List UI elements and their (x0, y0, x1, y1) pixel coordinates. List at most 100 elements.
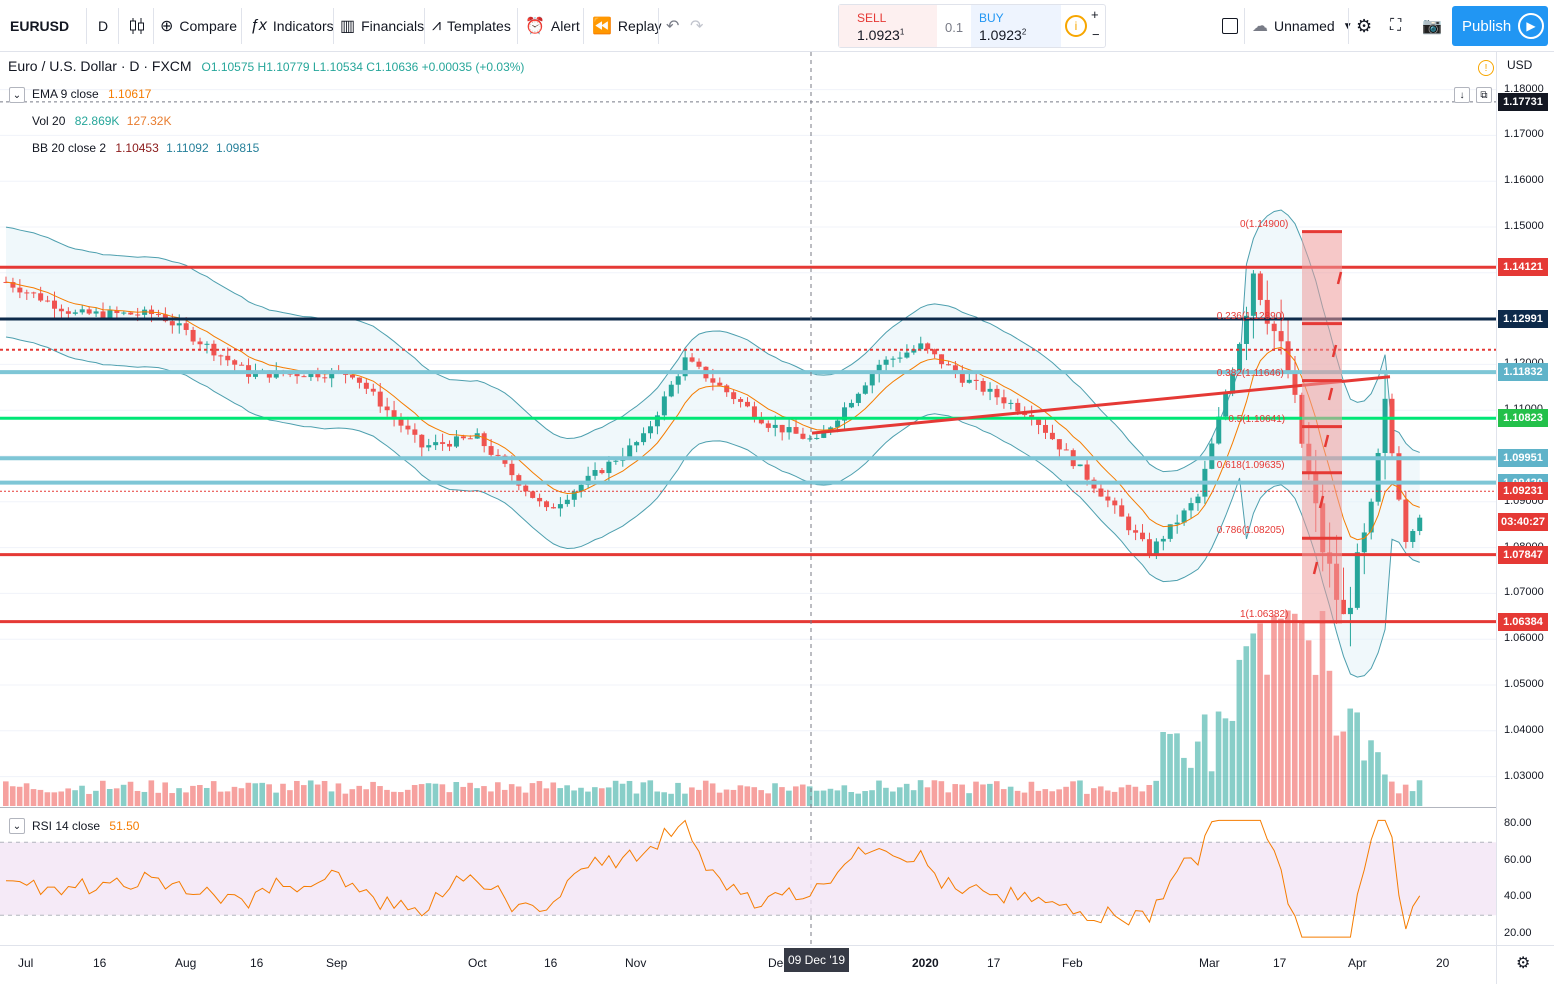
price-chart[interactable] (0, 52, 1554, 984)
time-axis-label: Feb (1062, 956, 1083, 970)
volume-bar (1333, 735, 1340, 806)
fib-level-label: 1(1.06382) (1240, 608, 1289, 620)
candle-body (107, 310, 113, 319)
candle-body (1403, 499, 1409, 542)
candle-body (987, 388, 993, 392)
candle-body (585, 475, 591, 485)
templates-button[interactable]: ⩘ Templates (432, 0, 511, 52)
candle-body (966, 379, 972, 383)
gear-icon[interactable]: ⚙ (1356, 15, 1373, 36)
volume-bar (772, 783, 778, 806)
time-axis-label: Sep (326, 956, 348, 970)
candle-body (495, 454, 501, 456)
replay-button[interactable]: ⏪ Replay (592, 0, 662, 52)
publish-label: Publish (1462, 17, 1512, 35)
scroll-down-icon[interactable]: ↓ (1454, 87, 1470, 103)
currency-label[interactable]: USD (1507, 58, 1533, 72)
symbol-search-button[interactable]: EURUSD (10, 18, 70, 34)
fib-level-label: 0.786(1.08205) (1216, 525, 1285, 537)
candle-body (363, 382, 369, 389)
price-tag: 1.17731 (1498, 92, 1548, 111)
volume-bar (169, 793, 175, 806)
warning-icon[interactable]: ! (1478, 60, 1494, 76)
candle-body (232, 360, 238, 365)
plus-icon[interactable]: + (1091, 7, 1099, 22)
bb-upper-line (5, 209, 1420, 473)
bb-indicator[interactable]: BB 20 close 2 1.10453 1.11092 1.09815 (32, 141, 260, 155)
buy-button[interactable]: BUY 1.09232 (971, 5, 1061, 47)
volume-bar (280, 783, 286, 806)
volume-bar (245, 782, 252, 806)
volume-bar (578, 787, 584, 806)
rsi-axis-label: 80.00 (1504, 817, 1532, 829)
volume-bar (751, 787, 758, 806)
rsi-axis-label: 20.00 (1504, 926, 1532, 939)
minus-icon[interactable]: − (1092, 27, 1100, 42)
fullscreen-icon[interactable]: ⛶ (1390, 17, 1402, 34)
candle-body (142, 309, 148, 315)
bb-upper: 1.11092 (166, 141, 209, 155)
candle-body (613, 460, 619, 462)
volume-bar (1104, 790, 1111, 806)
undo-icon[interactable]: ↶ (666, 18, 680, 35)
pane-separator (0, 807, 1496, 808)
time-axis-label: Apr (1348, 956, 1367, 970)
volume-bar (806, 786, 813, 806)
volume-bar (467, 782, 473, 806)
volume-bar (1416, 780, 1423, 806)
candle-body (994, 388, 1000, 398)
redo-icon[interactable]: ↷ (690, 18, 704, 35)
candle-body (1257, 273, 1263, 300)
candle-body (855, 393, 861, 403)
volume-bar (564, 785, 570, 806)
volume-bar (890, 791, 896, 806)
candle-body (537, 497, 543, 502)
candle-body (426, 445, 432, 448)
chart-style-icon[interactable] (128, 0, 146, 52)
layout-menu-button[interactable]: ☁ Unnamed ▼ (1252, 0, 1353, 52)
price-axis-label: 1.06000 (1504, 632, 1544, 645)
price-axis-label: 1.04000 (1504, 723, 1544, 736)
volume-bar (460, 786, 466, 806)
collapse-legend-button[interactable]: ⌄ (9, 87, 25, 103)
candle-body (939, 354, 945, 365)
volume-bar (1291, 613, 1298, 806)
candle-body (1015, 402, 1021, 412)
volume-bar (1368, 740, 1374, 806)
volume-bar (862, 791, 868, 806)
candle-body (350, 374, 355, 378)
volume-bar (917, 780, 924, 806)
sell-label: SELL (857, 11, 887, 25)
candle-body (453, 436, 459, 447)
sell-button[interactable]: SELL 1.09231 (839, 5, 937, 47)
candle-body (1043, 424, 1048, 433)
volume-bar (481, 786, 487, 806)
volume-bar (1264, 674, 1270, 806)
volume-bar (1160, 732, 1166, 806)
publish-button[interactable]: Publish ▶ (1452, 6, 1548, 46)
rsi-indicator[interactable]: RSI 14 close 51.50 (32, 819, 140, 833)
candle-body (1167, 524, 1173, 539)
compare-button[interactable]: ⊕ Compare (160, 0, 237, 52)
alert-button[interactable]: ⏰ Alert (525, 0, 580, 52)
volume-indicator[interactable]: Vol 20 82.869K 127.32K (32, 114, 172, 128)
gear-icon[interactable]: ⚙ (1516, 955, 1531, 972)
divider (1348, 8, 1349, 44)
camera-icon[interactable]: 📷 (1422, 18, 1442, 35)
candle-body (530, 491, 536, 498)
collapse-rsi-button[interactable]: ⌄ (9, 818, 25, 834)
candle-body (183, 323, 189, 330)
info-icon[interactable]: i (1065, 15, 1087, 37)
restore-icon[interactable]: ⧉ (1476, 87, 1492, 103)
select-checkbox[interactable] (1222, 0, 1238, 52)
volume-bar (1375, 752, 1381, 806)
candle-body (925, 343, 931, 350)
volume-bar (342, 793, 349, 806)
volume-bar (1402, 784, 1409, 806)
candle-body (52, 300, 58, 309)
financials-button[interactable]: ▥ Financials (340, 0, 424, 52)
volume-bar (841, 785, 848, 806)
interval-button[interactable]: D (98, 18, 109, 34)
ema-indicator[interactable]: EMA 9 close 1.10617 (32, 87, 152, 101)
indicators-button[interactable]: ƒx Indicators (250, 0, 334, 52)
